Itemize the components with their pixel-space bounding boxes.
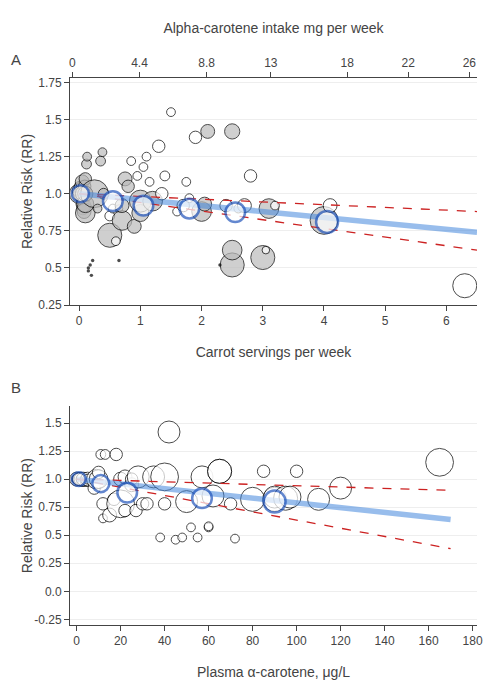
svg-text:6: 6 [443, 314, 450, 328]
svg-text:3: 3 [259, 314, 266, 328]
svg-text:120: 120 [331, 634, 351, 648]
svg-text:80: 80 [246, 634, 260, 648]
svg-text:2: 2 [198, 314, 205, 328]
svg-text:Alpha-carotene intake mg per w: Alpha-carotene intake mg per week [163, 20, 384, 36]
svg-text:140: 140 [375, 634, 395, 648]
svg-text:180: 180 [463, 634, 483, 648]
svg-text:0.5: 0.5 [45, 528, 62, 542]
svg-text:0: 0 [73, 634, 80, 648]
svg-text:1.25: 1.25 [38, 150, 62, 164]
svg-text:20: 20 [114, 634, 128, 648]
svg-text:1.75: 1.75 [38, 76, 62, 90]
svg-text:1.25: 1.25 [38, 444, 62, 458]
svg-text:0.75: 0.75 [38, 500, 62, 514]
svg-text:0: 0 [76, 314, 83, 328]
svg-text:-0.25: -0.25 [34, 613, 62, 627]
svg-text:60: 60 [202, 634, 216, 648]
svg-text:1.5: 1.5 [45, 416, 62, 430]
svg-text:0.5: 0.5 [45, 261, 62, 275]
svg-text:0.25: 0.25 [38, 298, 62, 312]
svg-text:4.4: 4.4 [131, 56, 148, 70]
svg-text:1: 1 [137, 314, 144, 328]
svg-text:40: 40 [158, 634, 172, 648]
svg-text:Carrot servings per week: Carrot servings per week [196, 344, 353, 360]
svg-text:1.0: 1.0 [45, 187, 62, 201]
svg-text:1.0: 1.0 [45, 472, 62, 486]
svg-text:22: 22 [402, 56, 416, 70]
svg-text:Relative Risk (RR): Relative Risk (RR) [19, 458, 35, 573]
svg-text:1.5: 1.5 [45, 113, 62, 127]
svg-text:0: 0 [69, 56, 76, 70]
svg-text:26: 26 [463, 56, 477, 70]
svg-text:0.0: 0.0 [45, 585, 62, 599]
svg-text:4: 4 [321, 314, 328, 328]
svg-text:5: 5 [382, 314, 389, 328]
svg-text:18: 18 [341, 56, 355, 70]
svg-text:0.75: 0.75 [38, 224, 62, 238]
svg-text:Plasma α-carotene, μg/L: Plasma α-carotene, μg/L [197, 664, 350, 680]
svg-text:0.25: 0.25 [38, 556, 62, 570]
svg-text:Relative Risk (RR): Relative Risk (RR) [19, 134, 35, 249]
svg-text:A: A [11, 51, 21, 68]
svg-text:8.8: 8.8 [198, 56, 215, 70]
svg-text:B: B [11, 379, 21, 396]
svg-text:13: 13 [264, 56, 278, 70]
svg-text:160: 160 [419, 634, 439, 648]
svg-text:100: 100 [287, 634, 307, 648]
